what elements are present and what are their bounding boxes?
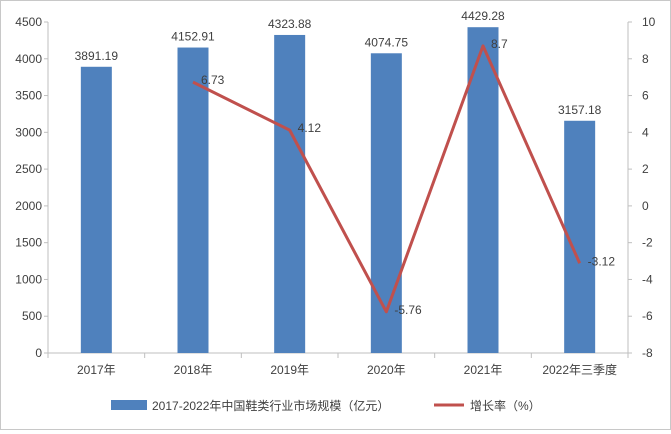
y-left-tick-label: 2500 [15, 162, 42, 176]
y-left-tick-label: 0 [35, 346, 42, 360]
y-right-tick-label: 4 [642, 125, 649, 139]
y-left-tick-label: 3500 [15, 89, 42, 103]
y-left-tick-label: 4500 [15, 15, 42, 29]
y-left-tick-label: 1000 [15, 272, 42, 286]
x-tick-label: 2022年三季度 [542, 362, 617, 377]
growth-rate-line [192, 44, 582, 314]
y-right-tick-label: -6 [642, 309, 653, 323]
legend-bar-swatch [111, 400, 147, 410]
bar-value-label: 3891.19 [75, 49, 119, 63]
line-value-label: 4.12 [298, 121, 322, 135]
bar-2021年 [467, 27, 499, 354]
y-right-tick-label: 8 [642, 52, 649, 66]
y-right-tick-label: 0 [642, 199, 649, 213]
x-tick-label: 2017年 [77, 363, 116, 377]
y-left-tick-label: 1500 [15, 236, 42, 250]
line-value-label: 6.73 [201, 73, 225, 87]
y-right-tick-label: 10 [642, 15, 656, 29]
x-tick-label: 2020年 [367, 363, 406, 377]
x-tick-label: 2021年 [464, 363, 503, 377]
y-left-tick-label: 2000 [15, 199, 42, 213]
y-right-tick-label: -4 [642, 272, 653, 286]
bar-2017年 [80, 66, 112, 353]
legend-line-label: 增长率（%） [470, 398, 541, 413]
line-value-label: -3.12 [588, 254, 616, 268]
bar-value-label: 4152.91 [171, 30, 215, 44]
x-tick-label: 2019年 [270, 363, 309, 377]
bar-value-label: 4323.88 [268, 17, 312, 31]
y-right-tick-label: 6 [642, 89, 649, 103]
x-tick-label: 2018年 [174, 363, 213, 377]
y-right-tick-label: -8 [642, 346, 653, 360]
line-value-label: 8.7 [491, 37, 508, 51]
y-right-tick-label: -2 [642, 236, 653, 250]
line-value-label: -5.76 [394, 303, 422, 317]
legend-bar-label: 2017-2022年中国鞋类行业市场规模（亿元） [152, 398, 389, 413]
bar-value-label: 3157.18 [558, 103, 602, 117]
y-left-tick-label: 3000 [15, 125, 42, 139]
y-left-tick-label: 500 [22, 309, 42, 323]
bar-2018年 [177, 47, 209, 354]
bar-value-label: 4429.28 [461, 9, 505, 23]
bar-2019年 [274, 34, 306, 354]
bar-value-label: 4074.75 [365, 35, 409, 49]
y-right-tick-label: 2 [642, 162, 649, 176]
bar-2020年 [370, 53, 402, 353]
y-left-tick-label: 4000 [15, 52, 42, 66]
